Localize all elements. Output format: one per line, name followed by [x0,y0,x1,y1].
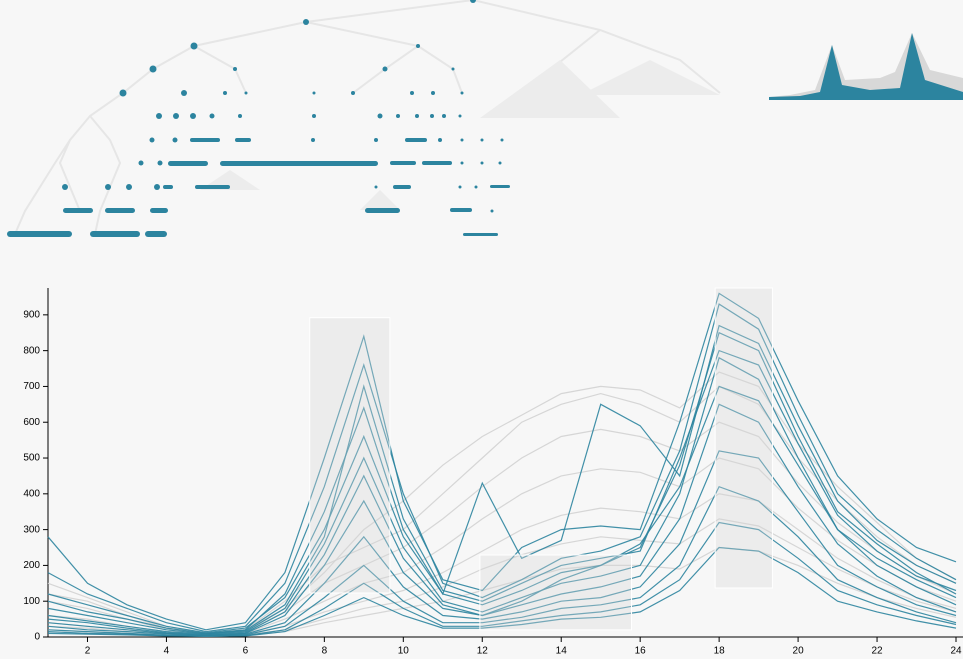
y-tick-label: 800 [23,345,40,356]
series-line [47,385,957,636]
y-tick-label: 600 [23,417,40,428]
series-line [47,331,957,635]
y-tick-label: 300 [23,524,40,535]
overview-thumbnail [769,33,963,100]
series-line [47,546,957,637]
x-tick-label: 14 [556,646,568,657]
tree [7,0,721,237]
y-tick-label: 700 [23,381,40,392]
y-tick-label: 0 [34,632,40,643]
y-tick-label: 400 [23,488,40,499]
series-line [47,303,957,633]
x-tick-label: 2 [85,646,91,657]
x-tick-label: 18 [714,646,726,657]
y-tick-label: 100 [23,596,40,607]
brush [309,317,391,594]
y-tick-label: 900 [23,309,40,320]
x-tick-label: 20 [793,646,805,657]
x-tick-label: 24 [950,646,962,657]
series-line [47,349,957,635]
x-tick-label: 12 [477,646,489,657]
x-tick-label: 6 [243,646,249,657]
brush [479,554,632,631]
x-tick-label: 10 [398,646,410,657]
series-line [47,292,957,631]
x-tick-label: 22 [871,646,883,657]
series-line [47,324,957,634]
x-tick-label: 16 [635,646,647,657]
brush [714,287,773,589]
x-tick-label: 4 [164,646,170,657]
x-tick-label: 8 [322,646,328,657]
y-tick-label: 200 [23,560,40,571]
y-tick-label: 500 [23,453,40,464]
